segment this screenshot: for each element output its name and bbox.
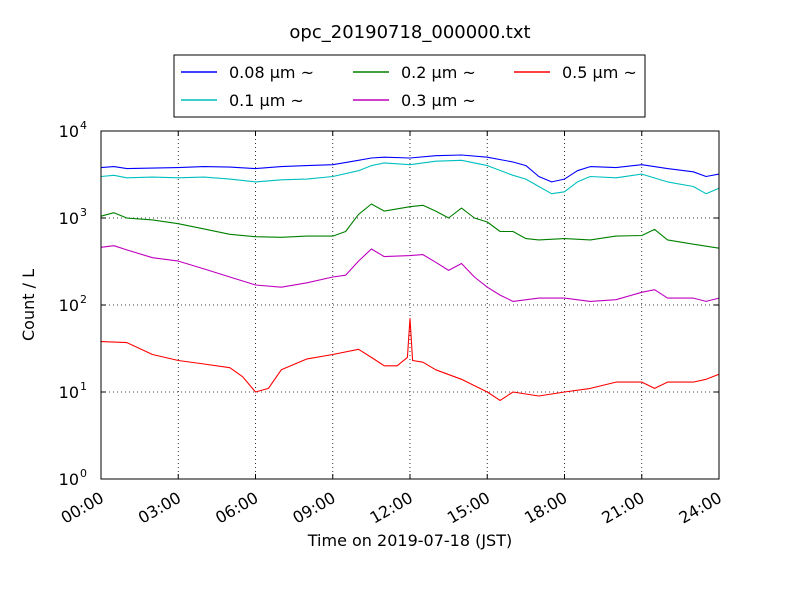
series-lines (100, 154, 720, 401)
x-tick-label: 18:00 (521, 488, 570, 528)
y-tick-exponent: 3 (80, 206, 87, 219)
x-tick-label: 00:00 (58, 488, 107, 528)
chart-title: opc_20190718_000000.txt (289, 22, 530, 43)
legend-label-3: 0.3 μm ~ (401, 91, 476, 110)
y-tick-label: 10 (59, 383, 79, 402)
x-axis-label: Time on 2019-07-18 (JST) (307, 531, 512, 550)
y-tick-exponent: 4 (80, 119, 87, 132)
grid-lines (101, 131, 719, 479)
y-tick-label: 10 (59, 470, 79, 489)
legend-label-1: 0.1 μm ~ (229, 91, 304, 110)
legend-label-0: 0.08 μm ~ (229, 63, 314, 82)
x-tick-label: 03:00 (135, 488, 184, 528)
legend-entries: 0.08 μm ~ 0.1 μm ~ 0.2 μm ~ 0.3 μm ~ 0.5 μm … (181, 63, 637, 110)
legend-label-4: 0.5 μm ~ (562, 63, 637, 82)
x-tick-label: 12:00 (367, 488, 416, 528)
legend-label-2: 0.2 μm ~ (401, 63, 476, 82)
x-axis: 00:00 03:00 06:00 09:00 12:00 15:00 18:00 21:00… (58, 131, 725, 528)
x-tick-label: 06:00 (212, 488, 261, 528)
x-tick-label: 24:00 (676, 488, 725, 528)
series-line-1 (100, 159, 720, 195)
series-line-0 (100, 154, 720, 183)
x-tick-label: 21:00 (598, 488, 647, 528)
series-line-4 (100, 317, 720, 401)
y-tick-exponent: 1 (80, 380, 87, 393)
y-tick-label: 10 (59, 122, 79, 141)
y-tick-exponent: 0 (80, 467, 87, 480)
y-tick-label: 10 (59, 209, 79, 228)
legend-box (173, 54, 646, 118)
series-line-3 (100, 245, 720, 302)
x-tick-label: 09:00 (289, 488, 338, 528)
legend: 0.08 μm ~ 0.1 μm ~ 0.2 μm ~ 0.3 μm ~ 0.5 μm … (173, 54, 646, 118)
x-tick-label: 15:00 (444, 488, 493, 528)
y-tick-exponent: 2 (80, 293, 87, 306)
y-tick-label: 10 (59, 296, 79, 315)
series-line-2 (100, 203, 720, 249)
y-axis-label: Count / L (19, 269, 38, 341)
